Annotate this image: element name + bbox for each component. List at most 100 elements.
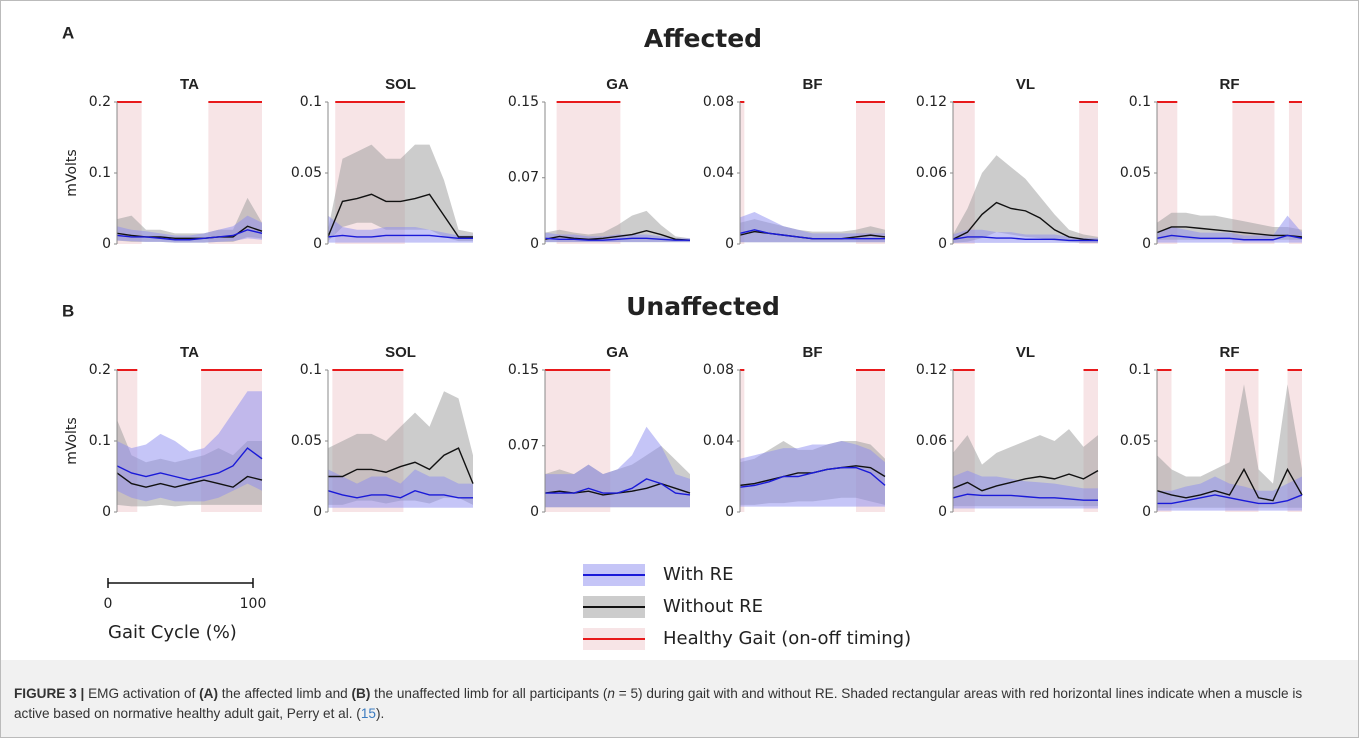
y-tick-label: 0: [102, 236, 111, 252]
y-tick-label: 0.1: [89, 165, 111, 181]
mean-line: [116, 447, 263, 481]
y-tick-label: 0.15: [508, 362, 539, 378]
error-band: [1157, 476, 1302, 511]
y-tick-label: 0.1: [1129, 362, 1151, 378]
panel-title: RF: [1220, 344, 1240, 361]
mean-line: [544, 237, 690, 241]
mean-line: [327, 193, 473, 238]
mean-line: [1156, 467, 1303, 502]
mean-line: [952, 201, 1099, 242]
scale-bar-tick-label: 0: [104, 596, 113, 612]
mean-line: [327, 489, 473, 499]
error-band: [1157, 384, 1302, 508]
y-tick-label: 0.2: [89, 94, 111, 110]
active-shade: [1079, 102, 1098, 244]
mean-line: [952, 469, 1099, 492]
group-label: B: [62, 301, 74, 320]
y-tick-label: 0: [313, 236, 322, 252]
caption-run: n: [607, 686, 615, 701]
error-band: [953, 155, 1098, 243]
mean-line: [739, 229, 885, 240]
y-axis-label: mVolts: [64, 417, 80, 464]
y-tick-label: 0.08: [703, 94, 734, 110]
y-tick-label: 0.06: [916, 433, 947, 449]
panel-title: TA: [180, 76, 199, 93]
panel-title: TA: [180, 344, 199, 361]
caption-run: the unaffected limb for all participants…: [370, 686, 608, 701]
mean-line: [952, 493, 1098, 501]
mean-line: [545, 478, 691, 496]
error-band: [1157, 215, 1302, 243]
y-tick-label: 0.05: [1120, 165, 1151, 181]
y-tick-label: 0.07: [508, 170, 539, 186]
y-tick-label: 0.2: [89, 362, 111, 378]
caption-run: the affected limb and: [218, 686, 352, 701]
y-tick-label: 0.15: [508, 94, 539, 110]
group-title: Affected: [644, 24, 762, 53]
y-tick-label: 0.06: [916, 165, 947, 181]
y-tick-label: 0.05: [291, 165, 322, 181]
y-tick-label: 0.05: [1120, 433, 1151, 449]
panel-title: GA: [606, 76, 629, 93]
active-shade: [740, 370, 745, 512]
mean-line: [952, 236, 1098, 242]
caption-run: FIGURE 3 |: [14, 686, 89, 701]
active-shade: [556, 102, 621, 244]
error-band: [117, 391, 262, 502]
caption-link[interactable]: 15: [360, 706, 376, 721]
mean-line: [116, 472, 263, 488]
mean-line: [1156, 234, 1303, 241]
y-axis-label: mVolts: [64, 149, 80, 196]
y-tick-label: 0: [938, 236, 947, 252]
y-tick-label: 0.04: [703, 165, 734, 181]
legend-label: With RE: [663, 564, 733, 585]
panel-title: SOL: [385, 76, 416, 93]
mean-line: [327, 234, 473, 240]
mean-line: [739, 466, 886, 488]
y-tick-label: 0: [102, 504, 111, 520]
y-tick-label: 0.07: [508, 438, 539, 454]
mean-line: [1157, 494, 1303, 505]
caption-run: (A): [199, 686, 218, 701]
y-tick-label: 0: [938, 504, 947, 520]
legend-label: Without RE: [663, 596, 763, 617]
error-band: [328, 144, 473, 242]
panel-title: SOL: [385, 344, 416, 361]
y-tick-label: 0: [725, 504, 734, 520]
y-tick-label: 0: [530, 236, 539, 252]
y-tick-label: 0.04: [703, 433, 734, 449]
panel-title: VL: [1016, 344, 1035, 361]
y-tick-label: 0.12: [916, 94, 947, 110]
error-band: [545, 426, 690, 508]
mean-line: [328, 447, 474, 484]
error-band: [545, 210, 690, 243]
active-shade: [1288, 102, 1302, 244]
active-shade: [856, 102, 885, 244]
y-tick-label: 0.08: [703, 362, 734, 378]
error-band: [328, 469, 473, 508]
active-shade: [1232, 102, 1275, 244]
caption: FIGURE 3 | EMG activation of (A) the aff…: [14, 684, 1334, 724]
panel-title: BF: [803, 76, 823, 93]
mean-line: [1156, 226, 1303, 238]
caption-background: [1, 660, 1358, 737]
y-tick-label: 0: [1142, 236, 1151, 252]
y-tick-label: 0.1: [1129, 94, 1151, 110]
error-band: [740, 441, 885, 507]
y-tick-label: 0.1: [300, 94, 322, 110]
active-shade: [1157, 102, 1178, 244]
caption-run: ).: [375, 706, 385, 721]
y-tick-label: 0: [1142, 504, 1151, 520]
active-shade: [740, 102, 745, 244]
group-title: Unaffected: [626, 292, 780, 321]
panel-title: VL: [1016, 76, 1035, 93]
y-tick-label: 0: [725, 236, 734, 252]
legend-label: Healthy Gait (on-off timing): [663, 628, 911, 649]
caption-run: EMG activation of: [88, 686, 200, 701]
panel-title: BF: [803, 344, 823, 361]
y-tick-label: 0.05: [291, 433, 322, 449]
y-tick-label: 0: [530, 504, 539, 520]
